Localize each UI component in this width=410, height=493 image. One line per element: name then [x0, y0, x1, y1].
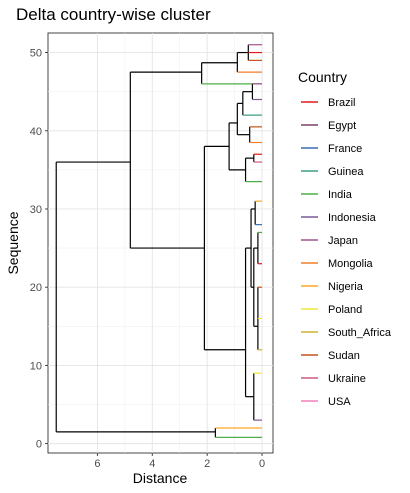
legend-label: Egypt: [328, 120, 356, 132]
x-tick-label: 4: [149, 458, 155, 470]
legend-label: Ukraine: [328, 373, 366, 385]
dendrogram-tree: [55, 44, 263, 438]
legend-item: Guinea: [301, 166, 364, 178]
plot-panel: [47, 32, 274, 454]
legend-label: France: [328, 143, 362, 155]
y-tick-label: 30: [30, 204, 42, 216]
y-tick-label: 10: [30, 360, 42, 372]
legend-label: India: [328, 189, 353, 201]
legend-label: Poland: [328, 304, 362, 316]
legend-label: Nigeria: [328, 281, 364, 293]
legend-item: Poland: [301, 304, 362, 316]
x-axis-title: Distance: [133, 470, 188, 486]
legend-label: Indonesia: [328, 212, 377, 224]
legend-item: Sudan: [301, 350, 360, 362]
legend-item: France: [301, 143, 362, 155]
grid: [48, 33, 273, 453]
legend-title: Country: [298, 69, 347, 85]
legend-item: USA: [301, 396, 351, 408]
legend-label: Japan: [328, 235, 358, 247]
y-tick-label: 40: [30, 126, 42, 138]
legend-label: USA: [328, 396, 351, 408]
legend-label: Mongolia: [328, 258, 374, 270]
y-tick-label: 0: [36, 439, 42, 451]
y-tick-label: 50: [30, 48, 42, 60]
legend-item: India: [301, 189, 353, 201]
legend-item: Japan: [301, 235, 358, 247]
chart-title: Delta country-wise cluster: [16, 5, 211, 24]
legend-label: Sudan: [328, 350, 360, 362]
legend-label: Brazil: [328, 97, 356, 109]
x-tick-label: 0: [259, 458, 265, 470]
legend-item: Nigeria: [301, 281, 364, 293]
legend-item: South_Africa: [301, 327, 392, 339]
y-axis-title: Sequence: [5, 211, 21, 274]
legend: Country Brazil Egypt France Guinea India Indo…: [298, 69, 392, 408]
legend-item: Mongolia: [301, 258, 374, 270]
x-tick-label: 2: [204, 458, 210, 470]
legend-label: South_Africa: [328, 327, 392, 339]
legend-item: Egypt: [301, 120, 356, 132]
legend-label: Guinea: [328, 166, 364, 178]
x-tick-label: 6: [94, 458, 100, 470]
legend-item: Indonesia: [301, 212, 377, 224]
legend-item: Brazil: [301, 97, 356, 109]
legend-item: Ukraine: [301, 373, 366, 385]
y-tick-label: 20: [30, 282, 42, 294]
